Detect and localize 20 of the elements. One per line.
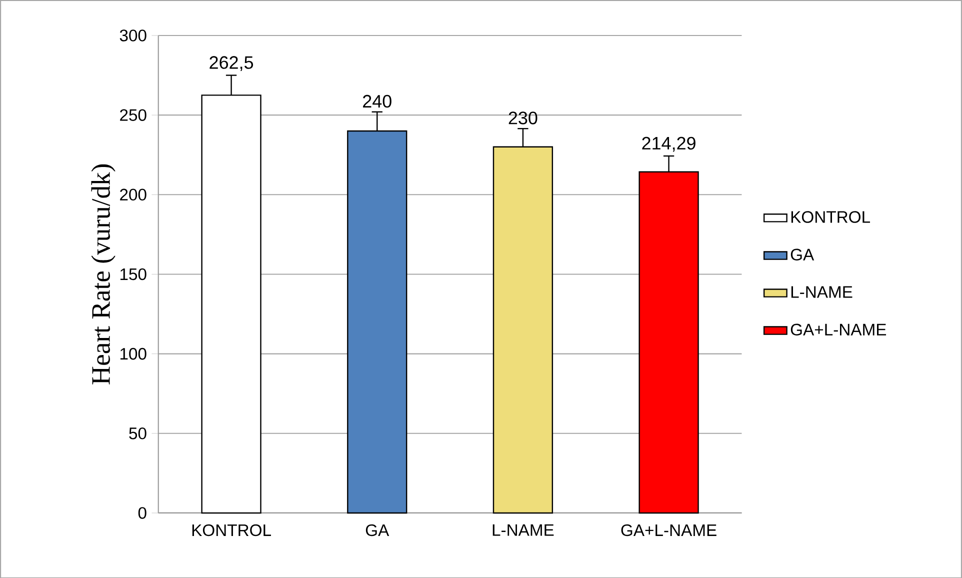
data-label: 214,29	[642, 136, 696, 152]
y-tick-label: 100	[120, 348, 146, 360]
x-tick-label: GA	[366, 524, 390, 536]
y-tick-label: 200	[120, 188, 146, 200]
data-label: 230	[508, 111, 538, 124]
legend-label: GA	[790, 248, 814, 260]
legend-label: GA+L-NAME	[790, 324, 886, 336]
data-label: 240	[363, 94, 392, 108]
legend-label: L-NAME	[791, 286, 852, 298]
y-tick-label: 250	[120, 108, 146, 121]
y-tick-label: 300	[120, 29, 146, 42]
y-tick-label: 0	[138, 506, 146, 519]
data-label: 262,5	[210, 56, 254, 71]
x-tick-label: L-NAME	[492, 524, 554, 536]
y-tick-label: 50	[129, 427, 146, 440]
y-tick-label: 150	[120, 268, 146, 280]
legend-label: KONTROL	[791, 210, 870, 223]
x-tick-label: GA+L-NAME	[621, 524, 716, 536]
x-tick-label: KONTROL	[192, 524, 271, 536]
y-axis-title: Heart Rate (vuru/dk)	[91, 164, 116, 384]
